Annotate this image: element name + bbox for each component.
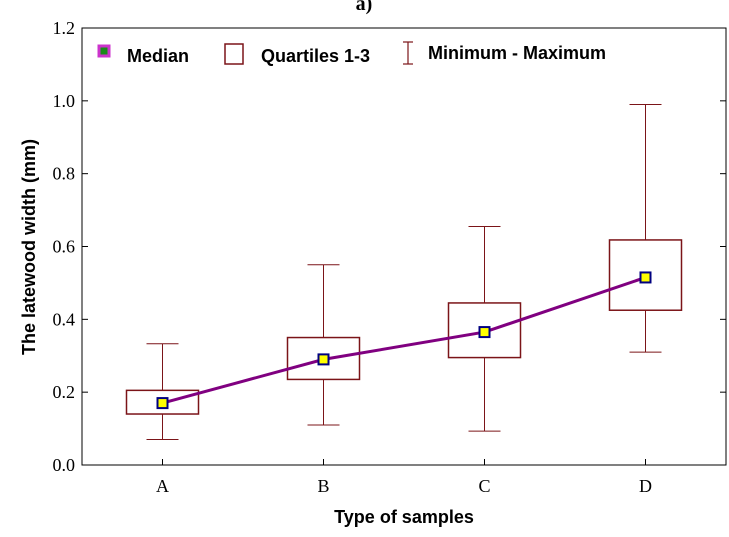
y-tick-label: 0.2 — [53, 382, 76, 402]
y-tick-label: 0.4 — [53, 309, 76, 329]
median-point — [639, 271, 652, 284]
legend-box-symbol — [224, 43, 244, 65]
box-group — [125, 239, 683, 415]
y-tick-label: 1.2 — [53, 18, 76, 38]
y-tick-label: 0.6 — [53, 237, 76, 257]
x-tick-label: B — [317, 476, 329, 496]
legend-whisker-label: Minimum - Maximum — [428, 43, 606, 63]
median-point — [156, 397, 169, 410]
legend-whisker-symbol — [403, 41, 413, 65]
quartile-box — [447, 302, 522, 359]
x-axis-title: Type of samples — [334, 507, 474, 527]
median-line — [162, 276, 646, 405]
legend-median-label: Median — [127, 46, 189, 66]
y-tick-label: 0.0 — [53, 455, 76, 475]
x-tick-label: C — [478, 476, 490, 496]
median-point — [478, 326, 491, 339]
median-point — [317, 353, 330, 366]
median-point-group — [156, 271, 652, 410]
chart-title: a) — [356, 0, 373, 15]
x-axis: A B C D — [156, 459, 652, 496]
median-line-group — [162, 276, 646, 405]
legend: Median Quartiles 1-3 Minimum - Maximum — [97, 41, 606, 66]
y-tick-label: 0.8 — [53, 164, 76, 184]
y-tick-label: 1.0 — [53, 91, 76, 111]
legend-box-label: Quartiles 1-3 — [261, 46, 370, 66]
x-tick-label: D — [639, 476, 652, 496]
y-axis: 0.0 0.2 0.4 0.6 0.8 1.0 1.2 — [53, 18, 726, 475]
x-tick-label: A — [156, 476, 169, 496]
y-axis-title: The latewood width (mm) — [19, 139, 39, 355]
whisker-group — [146, 103, 662, 441]
legend-median-symbol — [97, 44, 111, 58]
